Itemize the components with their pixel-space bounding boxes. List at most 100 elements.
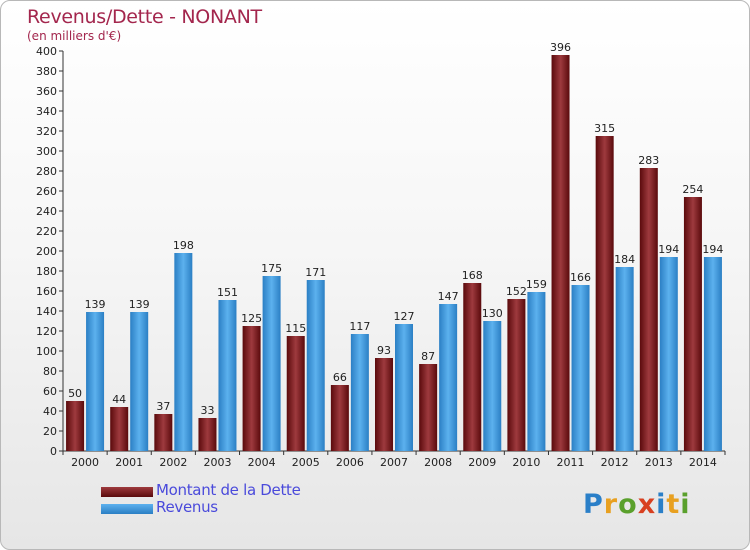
- axes: 0 20 40 60 80 100 120 140 160 180 200 220 240 260 280 3…: [36, 45, 726, 469]
- y-tick-label: 400: [36, 45, 57, 58]
- bar-revenus: [703, 257, 722, 451]
- bar-dette: [110, 407, 129, 451]
- y-tick-label: 140: [36, 305, 57, 318]
- bar-revenus: [395, 324, 413, 451]
- data-label: 166: [570, 271, 591, 284]
- data-label: 50: [68, 387, 82, 400]
- data-label: 125: [241, 312, 262, 325]
- x-tick-label: 2005: [292, 456, 320, 469]
- data-label: 130: [482, 307, 503, 320]
- bar-revenus: [218, 300, 237, 451]
- bar-revenus: [350, 334, 369, 451]
- data-label: 194: [702, 243, 723, 256]
- y-tick-label: 180: [36, 265, 57, 278]
- y-tick-label: 260: [36, 185, 57, 198]
- x-tick-label: 2006: [336, 456, 364, 469]
- logo-letter: x: [637, 489, 657, 520]
- x-tick-label: 2002: [159, 456, 187, 469]
- bar-dette: [198, 418, 217, 451]
- data-label: 139: [85, 298, 106, 311]
- chart-subtitle: (en milliers d'€): [27, 29, 122, 43]
- bar-dette: [154, 414, 173, 451]
- y-tick-label: 100: [36, 345, 57, 358]
- data-label: 151: [217, 286, 238, 299]
- legend-swatch-revenus: [101, 504, 153, 514]
- bar-dette: [66, 401, 85, 451]
- bar-revenus: [306, 280, 325, 451]
- logo-letter: P: [583, 489, 604, 520]
- logo-letter: r: [603, 489, 619, 520]
- y-tick-label: 0: [50, 445, 57, 458]
- data-label: 171: [305, 266, 326, 279]
- data-label: 194: [658, 243, 679, 256]
- bar-revenus: [439, 304, 458, 451]
- bar-dette: [639, 168, 658, 451]
- data-label: 175: [261, 262, 282, 275]
- data-label: 66: [333, 371, 347, 384]
- bar-dette: [330, 385, 349, 451]
- data-label: 117: [349, 320, 370, 333]
- bar-revenus: [483, 321, 502, 451]
- data-label: 33: [200, 404, 214, 417]
- data-label: 93: [377, 344, 391, 357]
- bar-revenus: [659, 257, 678, 451]
- chart-title: Revenus/Dette - NONANT: [27, 6, 262, 28]
- logo-letter: o: [618, 489, 638, 520]
- y-tick-label: 380: [36, 65, 57, 78]
- y-tick-label: 340: [36, 105, 57, 118]
- x-tick-label: 2000: [71, 456, 99, 469]
- y-tick-label: 320: [36, 125, 57, 138]
- y-tick-label: 220: [36, 225, 57, 238]
- bar-dette: [683, 197, 702, 451]
- data-label: 147: [438, 290, 459, 303]
- bar-revenus: [86, 312, 105, 451]
- x-tick-label: 2011: [557, 456, 585, 469]
- data-label: 37: [156, 400, 170, 413]
- legend-label-dette: Montant de la Dette: [156, 481, 301, 499]
- bar-revenus: [130, 312, 149, 451]
- bar-dette: [507, 299, 526, 451]
- y-tick-label: 120: [36, 325, 57, 338]
- data-label: 283: [638, 154, 659, 167]
- x-tick-label: 2001: [115, 456, 143, 469]
- bar-dette: [242, 326, 261, 451]
- y-tick-label: 240: [36, 205, 57, 218]
- data-label: 198: [173, 239, 194, 252]
- bars: [66, 55, 722, 451]
- bar-revenus: [571, 285, 590, 451]
- y-tick-label: 360: [36, 85, 57, 98]
- data-label: 87: [421, 350, 435, 363]
- data-label: 139: [129, 298, 150, 311]
- legend-swatch-dette: [101, 487, 153, 497]
- legend-label-revenus: Revenus: [156, 498, 218, 516]
- bar-dette: [595, 136, 614, 451]
- data-label: 254: [682, 183, 703, 196]
- y-tick-label: 280: [36, 165, 57, 178]
- x-tick-label: 2012: [601, 456, 629, 469]
- bar-dette: [286, 336, 305, 451]
- x-tick-label: 2014: [689, 456, 717, 469]
- data-label: 127: [394, 310, 415, 323]
- proxiti-logo: Proxiti: [583, 489, 691, 520]
- y-tick-label: 80: [43, 365, 57, 378]
- bar-dette: [551, 55, 570, 451]
- bar-revenus: [174, 253, 193, 451]
- data-label: 315: [594, 122, 615, 135]
- x-tick-label: 2003: [203, 456, 231, 469]
- data-label: 44: [112, 393, 126, 406]
- logo-letter: t: [666, 489, 681, 520]
- x-tick-label: 2008: [424, 456, 452, 469]
- data-label: 396: [550, 41, 571, 54]
- logo-letter: i: [680, 489, 691, 520]
- y-tick-label: 60: [43, 385, 57, 398]
- bar-revenus: [615, 267, 634, 451]
- x-tick-label: 2007: [380, 456, 408, 469]
- bar-dette: [375, 358, 393, 451]
- x-tick-label: 2010: [512, 456, 540, 469]
- x-tick-label: 2004: [248, 456, 276, 469]
- bar-dette: [463, 283, 482, 451]
- y-tick-label: 20: [43, 425, 57, 438]
